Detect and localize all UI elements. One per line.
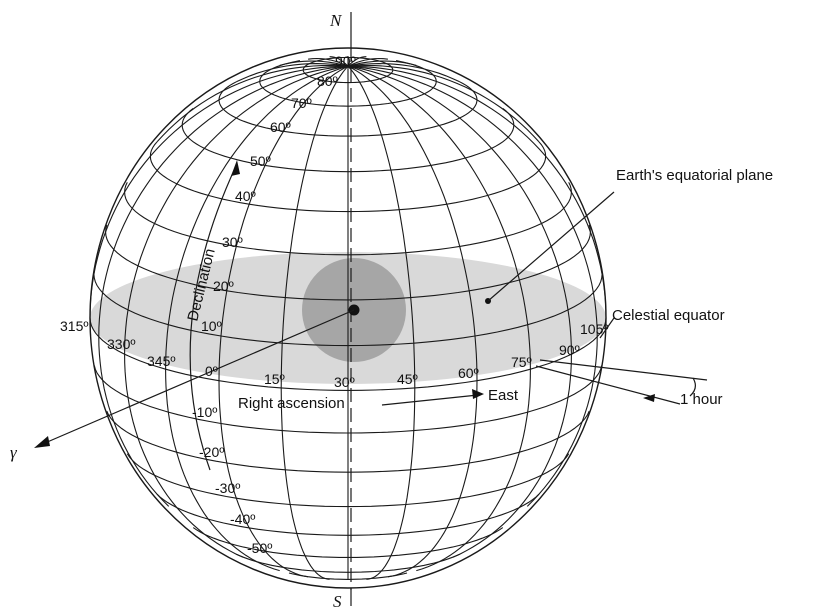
- ra-tick: 345º: [147, 353, 175, 369]
- hour-angle-arc: [689, 377, 696, 397]
- right-ascension-arrow: [381, 394, 479, 406]
- grid-line: [89, 65, 349, 336]
- grid-line: [347, 65, 478, 578]
- hour-line-upper: [539, 359, 708, 381]
- dec-tick: -50º: [247, 540, 272, 556]
- dec-tick: -30º: [215, 480, 240, 496]
- grid-line: [308, 57, 349, 67]
- equatorial-plane-label: Earth's equatorial plane: [616, 167, 773, 184]
- ra-tick: 60º: [458, 365, 479, 381]
- dec-tick: 30º: [222, 234, 243, 250]
- grid-line: [347, 65, 416, 580]
- grid-line: [347, 65, 531, 572]
- dec-tick: 0º: [205, 363, 218, 379]
- grid-line: [218, 65, 349, 578]
- east-label: East: [488, 387, 519, 404]
- ra-tick: 15º: [264, 371, 285, 387]
- grid-line: [347, 63, 460, 83]
- ra-tick: 330º: [107, 336, 135, 352]
- hour-arrowhead: [643, 394, 655, 402]
- dec-tick: 80º: [317, 73, 338, 89]
- grid-line: [124, 65, 349, 558]
- dec-tick: -20º: [199, 444, 224, 460]
- gamma-label: γ: [10, 443, 18, 462]
- equator-pointer-line: [599, 317, 615, 339]
- ra-tick: 105º: [580, 321, 608, 337]
- grid-line: [347, 64, 540, 143]
- ra-tick: 315º: [60, 318, 88, 334]
- grid-line: [347, 60, 417, 67]
- declination-arrowhead: [231, 160, 240, 176]
- dec-tick: 60º: [270, 119, 291, 135]
- grid-line: [165, 65, 349, 572]
- dec-tick: -40º: [230, 511, 255, 527]
- grid-line: [236, 63, 349, 83]
- right-ascension-arrowhead: [472, 389, 484, 399]
- vernal-equinox-line: [37, 309, 355, 447]
- north-label: N: [329, 11, 343, 30]
- one-hour-label: 1 hour: [680, 391, 723, 408]
- grid-line: [279, 60, 349, 67]
- dec-tick: 10º: [201, 318, 222, 334]
- sphere-outline: [89, 47, 607, 589]
- hour-line-lower: [535, 365, 681, 405]
- grid-line: [280, 65, 349, 580]
- dec-tick: 90º: [335, 53, 356, 69]
- ra-tick: 30º: [334, 374, 355, 390]
- ra-tick: 75º: [511, 354, 532, 370]
- plane-pointer-line: [487, 191, 615, 302]
- declination-arrow: [189, 165, 237, 471]
- grid-line: [347, 65, 598, 507]
- right-ascension-label: Right ascension: [238, 395, 345, 412]
- grid-line: [347, 57, 388, 67]
- label-layer: N S γ Declination Right ascension East C…: [10, 11, 773, 610]
- grid-line: [347, 65, 572, 558]
- dec-tick: -10º: [192, 404, 217, 420]
- ra-tick: 45º: [397, 371, 418, 387]
- dec-tick: 70º: [291, 95, 312, 111]
- grid-line: [329, 56, 349, 67]
- dec-tick: 20º: [213, 278, 234, 294]
- coordinate-grid: [89, 56, 607, 580]
- grid-line: [347, 65, 607, 336]
- dec-tick: 40º: [235, 188, 256, 204]
- south-label: S: [333, 592, 342, 610]
- ra-tick: 90º: [559, 342, 580, 358]
- dec-tick: 50º: [250, 153, 271, 169]
- grid-line: [347, 56, 367, 67]
- vernal-equinox-arrowhead: [34, 436, 50, 448]
- celestial-equator-label: Celestial equator: [612, 307, 725, 324]
- grid-line: [156, 64, 349, 143]
- grid-line: [98, 65, 349, 507]
